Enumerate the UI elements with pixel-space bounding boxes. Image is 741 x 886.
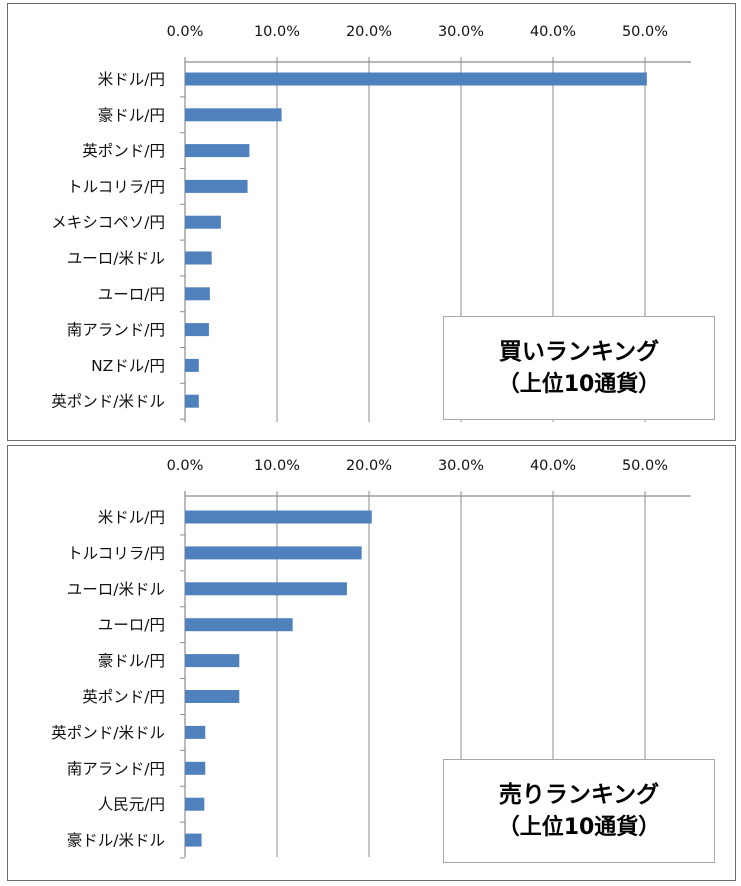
category-label: 豪ドル/米ドル [67, 831, 165, 850]
category-label: 英ポンド/米ドル [51, 724, 165, 742]
x-tick-label: 50.0% [622, 458, 668, 474]
category-label: ユーロ/円 [98, 616, 165, 634]
category-label: ユーロ/米ドル [67, 250, 165, 268]
category-label: メキシコペソ/円 [51, 214, 165, 232]
category-label: 南アランド/円 [67, 760, 165, 778]
category-label: 米ドル/円 [98, 71, 165, 89]
bar [185, 618, 293, 632]
bar [185, 323, 209, 337]
bar [185, 510, 372, 524]
bar [185, 394, 199, 408]
buy-ranking-panel: 0.0% 10.0% 20.0% 30.0% 40.0% 50.0% 米ドル/円豪ドル/円英… [7, 3, 736, 441]
category-label: トルコリラ/円 [67, 178, 165, 196]
chart-subtitle: （上位10通貨） [497, 372, 661, 397]
chart-title: 買いランキング [498, 339, 660, 365]
bar [185, 358, 199, 372]
bar [185, 72, 647, 86]
category-label: 米ドル/円 [98, 509, 165, 527]
x-tick-label: 10.0% [254, 24, 300, 40]
category-label: 豪ドル/円 [98, 105, 165, 124]
x-tick-label: 30.0% [438, 458, 484, 474]
category-label: 人民元/円 [98, 796, 165, 814]
bar [185, 546, 362, 560]
bar [185, 251, 212, 265]
x-tick-label: 20.0% [346, 458, 392, 474]
chart-subtitle: （上位10通貨） [497, 815, 661, 840]
x-tick-label: 20.0% [346, 24, 392, 40]
bar [185, 761, 206, 775]
sell-ranking-title-box: 売りランキング （上位10通貨） [443, 759, 715, 863]
category-label: NZドル/円 [91, 357, 165, 375]
chart-title: 売りランキング [498, 782, 660, 808]
x-tick-label: 0.0% [167, 24, 204, 40]
category-label: 英ポンド/円 [82, 688, 165, 706]
bar [185, 690, 240, 703]
category-label: 英ポンド/米ドル [51, 393, 165, 411]
bar [185, 108, 282, 122]
x-tick-label: 40.0% [530, 24, 576, 40]
category-label: 南アランド/円 [67, 321, 165, 339]
category-label: ユーロ/円 [98, 285, 165, 303]
bar [185, 144, 250, 158]
category-label: 豪ドル/円 [98, 651, 165, 670]
category-label: トルコリラ/円 [67, 544, 165, 562]
sell-ranking-panel: 0.0% 10.0% 20.0% 30.0% 40.0% 50.0% 米ドル/円トルコリラ/… [7, 445, 736, 881]
bar [185, 797, 205, 811]
x-tick-label: 50.0% [622, 24, 668, 40]
bar [185, 215, 221, 229]
buy-ranking-title-box: 買いランキング （上位10通貨） [443, 316, 715, 420]
x-tick-label: 10.0% [254, 458, 300, 474]
sell-ranking-chart: 0.0% 10.0% 20.0% 30.0% 40.0% 50.0% 米ドル/円トルコリラ/… [51, 458, 691, 859]
bar [185, 833, 202, 847]
bar [185, 582, 347, 596]
buy-ranking-chart: 0.0% 10.0% 20.0% 30.0% 40.0% 50.0% 米ドル/円豪ドル/円英… [51, 24, 691, 422]
x-tick-label: 0.0% [167, 458, 204, 474]
x-tick-label: 40.0% [530, 458, 576, 474]
category-label: 英ポンド/円 [82, 142, 165, 160]
category-label: ユーロ/米ドル [67, 580, 165, 598]
bar [185, 725, 206, 739]
bar [185, 179, 248, 193]
bar [185, 654, 240, 668]
bar [185, 287, 210, 301]
x-tick-label: 30.0% [438, 24, 484, 40]
